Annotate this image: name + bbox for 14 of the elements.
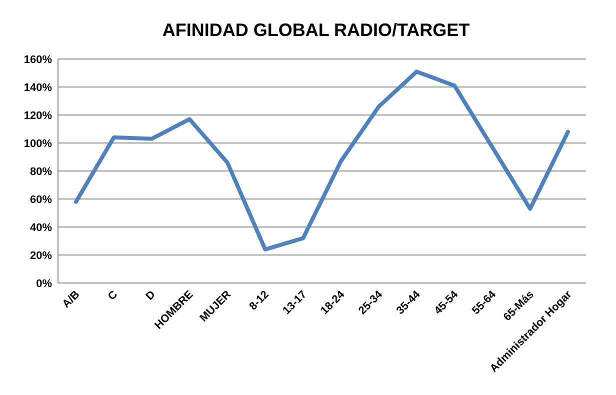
y-tick-label: 60% [30, 194, 52, 206]
x-tick-label: C [106, 288, 120, 303]
line-series [74, 70, 570, 252]
y-tick-label: 40% [30, 222, 52, 234]
y-tick-label: 160% [24, 54, 52, 66]
y-tick-label: 0% [36, 278, 52, 290]
y-tick-label: 100% [24, 138, 52, 150]
chart-title: AFINIDAD GLOBAL RADIO/TARGET [162, 20, 470, 40]
y-tick-label: 80% [30, 166, 52, 178]
y-tick-label: 20% [30, 250, 52, 262]
x-tick-label: A/B [60, 288, 82, 311]
y-tick-label: 140% [24, 82, 52, 94]
x-tick-label: D [144, 288, 158, 303]
y-tick-label: 120% [24, 110, 52, 122]
